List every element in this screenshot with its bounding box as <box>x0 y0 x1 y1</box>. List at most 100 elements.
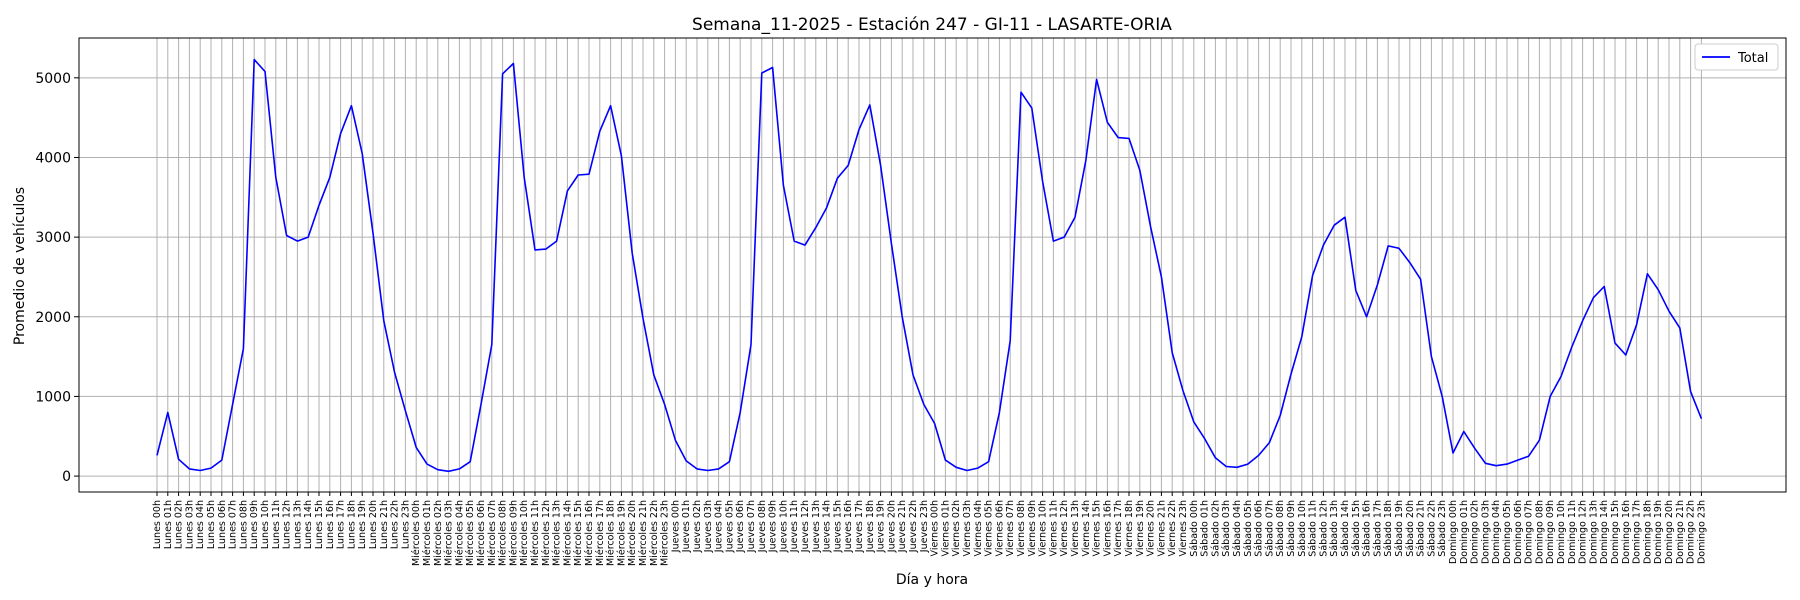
x-tick-label: Domingo 19h <box>1653 500 1664 564</box>
x-tick-label: Lunes 10h <box>260 500 271 549</box>
x-tick-label: Domingo 12h <box>1578 500 1589 564</box>
x-tick-label: Sábado 05h <box>1243 500 1254 557</box>
x-tick-label: Viernes 08h <box>1016 500 1027 556</box>
x-tick-label: Miércoles 21h <box>638 500 649 566</box>
x-tick-label: Miércoles 01h <box>422 500 433 566</box>
x-tick-label: Sábado 08h <box>1275 500 1286 557</box>
x-tick-label: Sábado 18h <box>1383 500 1394 557</box>
x-tick-label: Viernes 21h <box>1156 500 1167 556</box>
x-tick-label: Miércoles 06h <box>476 500 487 566</box>
x-tick-label: Sábado 15h <box>1351 500 1362 557</box>
x-tick-label: Jueves 17h <box>854 500 865 553</box>
x-tick-label: Sábado 23h <box>1437 500 1448 557</box>
x-tick-label: Jueves 14h <box>822 500 833 553</box>
x-tick-label: Viernes 13h <box>1070 500 1081 556</box>
x-tick-label: Viernes 03h <box>962 500 973 556</box>
plot-frame <box>78 37 1787 493</box>
x-tick-label: Domingo 09h <box>1545 500 1556 564</box>
x-tick-label: Lunes 12h <box>282 500 293 549</box>
x-tick-label: Viernes 17h <box>1113 500 1124 556</box>
x-tick-label: Jueves 11h <box>789 500 800 553</box>
x-tick-label: Jueves 08h <box>757 500 768 553</box>
x-tick-label: Sábado 19h <box>1394 500 1405 557</box>
x-tick-label: Viernes 23h <box>1178 500 1189 556</box>
x-tick-label: Domingo 11h <box>1567 500 1578 564</box>
grid <box>79 38 1786 492</box>
chart-title: Semana_11-2025 - Estación 247 - GI-11 - … <box>692 15 1172 35</box>
x-tick-label: Lunes 19h <box>357 500 368 549</box>
x-tick-label: Domingo 10h <box>1556 500 1567 564</box>
x-tick-label: Sábado 01h <box>1200 500 1211 557</box>
x-tick-label: Lunes 03h <box>184 500 195 549</box>
x-tick-label: Lunes 07h <box>228 500 239 549</box>
x-tick-label: Sábado 16h <box>1362 500 1373 557</box>
x-tick-label: Miércoles 14h <box>562 500 573 566</box>
series-line-total <box>156 58 1703 473</box>
legend-label: Total <box>1737 51 1768 66</box>
x-tick-label: Miércoles 17h <box>595 500 606 566</box>
y-tick-label: 5000 <box>35 71 71 87</box>
x-tick-label: Miércoles 12h <box>541 500 552 566</box>
x-tick-label: Jueves 21h <box>897 500 908 553</box>
x-tick-label: Miércoles 20h <box>627 500 638 566</box>
x-tick-label: Miércoles 08h <box>498 500 509 566</box>
x-tick-label: Lunes 01h <box>163 500 174 549</box>
x-tick-label: Jueves 10h <box>778 500 789 553</box>
x-tick-label: Domingo 17h <box>1632 500 1643 564</box>
y-tick-label: 1000 <box>35 389 71 405</box>
x-tick-label: Miércoles 19h <box>616 500 627 566</box>
x-tick-label: Domingo 16h <box>1621 500 1632 564</box>
x-tick-label: Domingo 22h <box>1686 500 1697 564</box>
x-tick-label: Lunes 21h <box>379 500 390 549</box>
x-tick-label: Miércoles 03h <box>444 500 455 566</box>
x-tick-label: Lunes 20h <box>368 500 379 549</box>
x-tick-label: Jueves 16h <box>843 500 854 553</box>
x-tick-label: Domingo 18h <box>1642 500 1653 564</box>
x-tick-label: Miércoles 23h <box>660 500 671 566</box>
x-tick-label: Viernes 22h <box>1167 500 1178 556</box>
x-tick-label: Miércoles 07h <box>487 500 498 566</box>
x-tick-label: Miércoles 00h <box>411 500 422 566</box>
x-tick-label: Miércoles 13h <box>552 500 563 566</box>
x-tick-label: Jueves 20h <box>886 500 897 553</box>
x-tick-label: Lunes 16h <box>325 500 336 549</box>
x-tick-label: Jueves 02h <box>692 500 703 553</box>
x-tick-label: Domingo 00h <box>1448 500 1459 564</box>
x-tick-label: Lunes 22h <box>390 500 401 549</box>
y-tick-label: 0 <box>62 469 71 485</box>
x-tick-label: Jueves 04h <box>714 500 725 553</box>
x-tick-label: Viernes 04h <box>973 500 984 556</box>
x-tick-label: Sábado 03h <box>1221 500 1232 557</box>
x-tick-label: Jueves 05h <box>724 500 735 553</box>
x-tick-label: Domingo 03h <box>1480 500 1491 564</box>
x-tick-label: Miércoles 02h <box>433 500 444 566</box>
x-tick-label: Lunes 04h <box>195 500 206 549</box>
x-tick-label: Lunes 23h <box>400 500 411 549</box>
x-tick-label: Sábado 12h <box>1318 500 1329 557</box>
x-tick-label: Domingo 13h <box>1588 500 1599 564</box>
x-tick-label: Lunes 00h <box>152 500 163 549</box>
x-tick-label: Viernes 00h <box>930 500 941 556</box>
x-tick-label: Lunes 18h <box>346 500 357 549</box>
x-tick-label: Sábado 13h <box>1329 500 1340 557</box>
x-axis: Lunes 00h Lunes 01h Lunes 02h Lunes 03h Lune… <box>152 492 1707 566</box>
x-tick-label: Jueves 03h <box>703 500 714 553</box>
x-tick-label: Jueves 12h <box>800 500 811 553</box>
x-tick-label: Jueves 19h <box>876 500 887 553</box>
x-axis-label: Día y hora <box>896 572 968 588</box>
x-tick-label: Miércoles 18h <box>606 500 617 566</box>
x-tick-label: Miércoles 15h <box>573 500 584 566</box>
x-tick-label: Lunes 08h <box>238 500 249 549</box>
x-tick-label: Miércoles 22h <box>649 500 660 566</box>
x-tick-label: Jueves 01h <box>681 500 692 553</box>
y-tick-label: 2000 <box>35 310 71 326</box>
x-tick-label: Miércoles 04h <box>454 500 465 566</box>
x-tick-label: Domingo 23h <box>1696 500 1707 564</box>
x-tick-label: Sábado 22h <box>1426 500 1437 557</box>
x-tick-label: Lunes 09h <box>249 500 260 549</box>
x-tick-label: Jueves 06h <box>735 500 746 553</box>
x-tick-label: Lunes 02h <box>174 500 185 549</box>
y-axis: 0 1000 2000 3000 4000 5000 <box>35 71 79 485</box>
x-tick-label: Domingo 04h <box>1491 500 1502 564</box>
